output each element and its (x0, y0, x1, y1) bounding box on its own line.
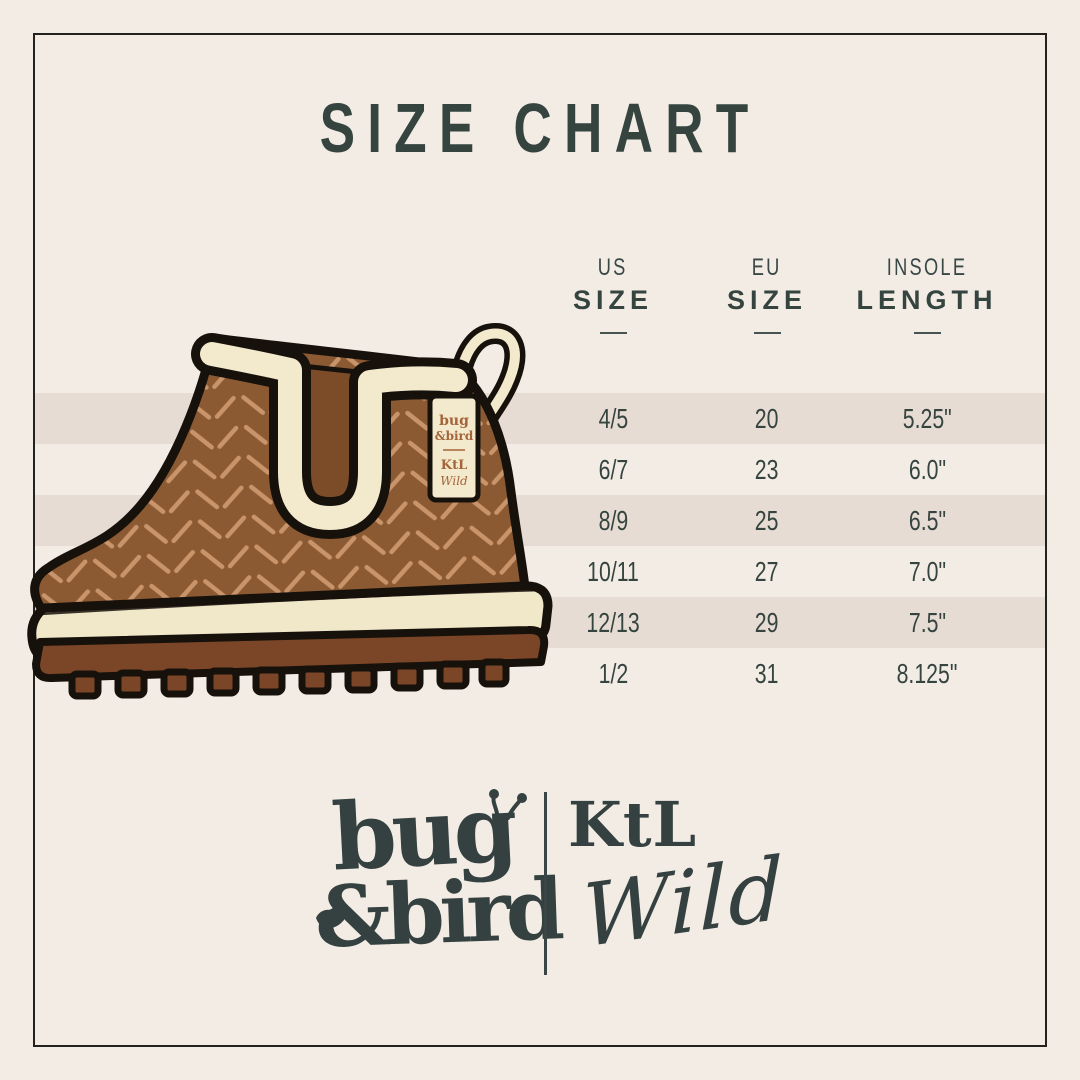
bug-antennae-icon (489, 789, 527, 820)
column-header-eu: EU SIZE (657, 254, 877, 334)
brand-divider (544, 792, 547, 975)
header-dash (753, 332, 781, 334)
boot-brand-tag: bug &bird KtL Wild (427, 393, 481, 503)
column-header-insole: INSOLE LENGTH (817, 254, 1037, 334)
brand-lockup: bug &bird KtL Wild (0, 774, 1080, 1002)
ktl-wild-logo: KtL Wild (568, 788, 785, 968)
table-row: 10/11 27 7.0" (587, 556, 946, 587)
boot-illustration: bug &bird KtL Wild (14, 322, 574, 714)
table-row: 1/2 31 8.125" (598, 658, 958, 689)
svg-text:Wild: Wild (440, 474, 468, 488)
table-row: 6/7 23 6.0" (598, 454, 946, 485)
svg-text:bug: bug (439, 413, 469, 429)
bug-drop-icon (316, 909, 344, 929)
column-header-us: US SIZE (503, 254, 723, 334)
header-dash (599, 332, 627, 334)
inner-frame-border (33, 33, 1047, 1047)
header-dash (913, 332, 941, 334)
page-title: SIZE CHART (319, 89, 761, 167)
boot-outsole-lugs (68, 658, 510, 700)
table-header: US SIZE EU SIZE INSOLE LENGTH (0, 254, 1080, 354)
svg-text:&bird: &bird (435, 429, 474, 443)
svg-text:KtL: KtL (441, 458, 467, 473)
